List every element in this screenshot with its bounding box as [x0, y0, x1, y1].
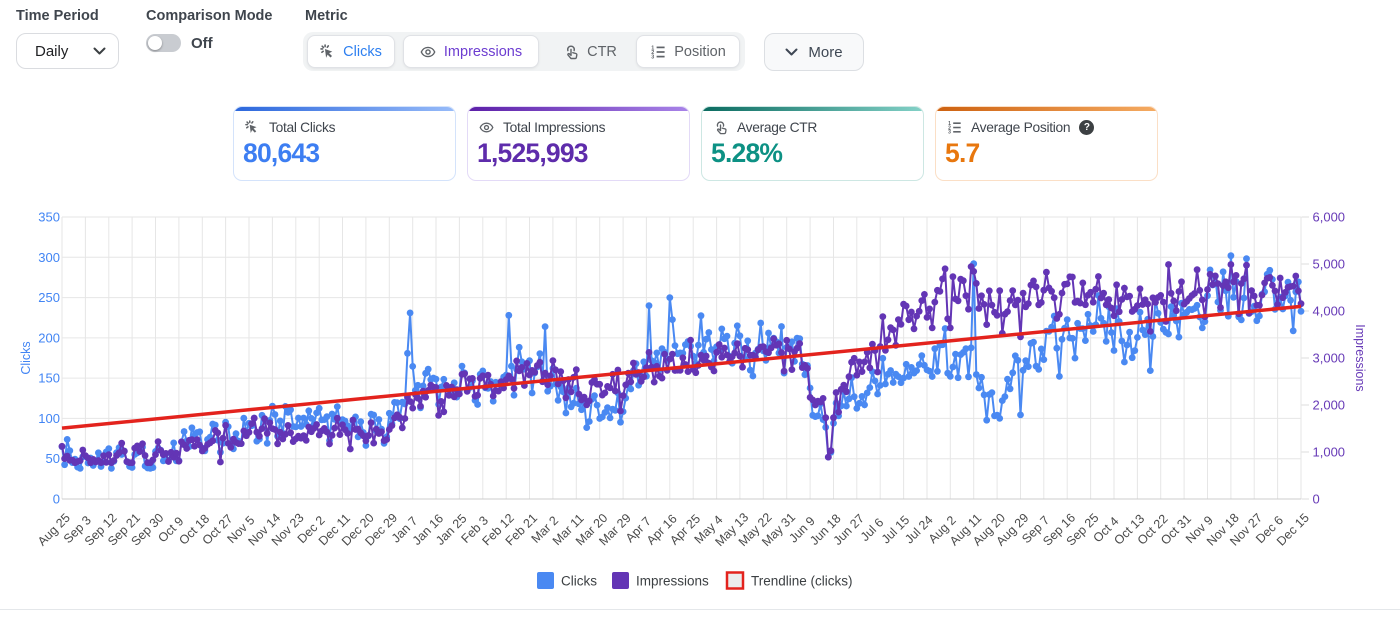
- svg-text:200: 200: [38, 330, 60, 345]
- svg-text:Impressions: Impressions: [1353, 324, 1367, 391]
- svg-text:Clicks: Clicks: [561, 574, 597, 589]
- svg-text:Clicks: Clicks: [19, 341, 33, 374]
- svg-text:1: 1: [948, 121, 951, 127]
- svg-text:3: 3: [651, 54, 654, 59]
- svg-text:350: 350: [38, 210, 60, 225]
- svg-text:150: 150: [38, 371, 60, 386]
- svg-text:0: 0: [53, 492, 60, 507]
- svg-text:Trendline (clicks): Trendline (clicks): [751, 574, 853, 589]
- svg-text:Dec 15: Dec 15: [1274, 511, 1312, 549]
- svg-text:300: 300: [38, 250, 60, 265]
- svg-text:2,000: 2,000: [1313, 398, 1346, 413]
- svg-text:3,000: 3,000: [1313, 351, 1346, 366]
- svg-text:50: 50: [46, 451, 60, 466]
- svg-text:1: 1: [651, 45, 654, 51]
- svg-text:4,000: 4,000: [1313, 304, 1346, 319]
- svg-text:0: 0: [1313, 492, 1320, 507]
- svg-text:2: 2: [948, 125, 951, 131]
- svg-text:250: 250: [38, 290, 60, 305]
- svg-text:2: 2: [651, 50, 654, 56]
- svg-text:5,000: 5,000: [1313, 257, 1346, 272]
- svg-text:6,000: 6,000: [1313, 210, 1346, 225]
- svg-text:1,000: 1,000: [1313, 445, 1346, 460]
- svg-text:100: 100: [38, 411, 60, 426]
- svg-text:Impressions: Impressions: [636, 574, 709, 589]
- svg-text:3: 3: [948, 130, 951, 135]
